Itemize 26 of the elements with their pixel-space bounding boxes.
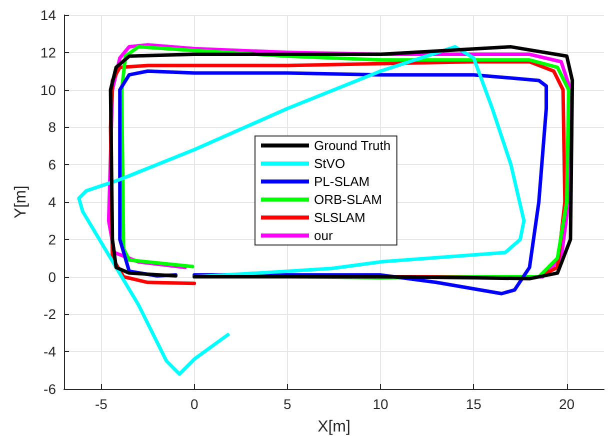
legend-label: SLSLAM bbox=[314, 210, 366, 225]
y-axis-title: Y[m] bbox=[12, 186, 30, 218]
y-tick-label: 2 bbox=[48, 231, 56, 248]
legend-label: our bbox=[314, 228, 334, 243]
legend-label: Ground Truth bbox=[314, 138, 391, 153]
y-tick-label: 0 bbox=[48, 268, 56, 285]
y-tick-label: 8 bbox=[48, 119, 56, 136]
x-tick-label: -5 bbox=[95, 396, 108, 412]
y-tick-label: 12 bbox=[40, 44, 56, 60]
x-tick-label: 0 bbox=[190, 396, 198, 412]
x-tick-label: 15 bbox=[466, 396, 482, 412]
x-tick-label: 5 bbox=[284, 396, 292, 412]
legend-label: StVO bbox=[314, 156, 346, 171]
y-tick-label: 4 bbox=[48, 194, 56, 210]
x-tick-label: 10 bbox=[372, 396, 389, 412]
legend-label: PL-SLAM bbox=[314, 174, 370, 189]
x-tick-label: 20 bbox=[558, 396, 575, 412]
y-tick-label: 14 bbox=[40, 7, 56, 23]
y-tick-label: -4 bbox=[44, 344, 56, 360]
legend-label: ORB-SLAM bbox=[314, 192, 382, 207]
y-tick-label: 6 bbox=[48, 156, 56, 173]
y-tick-label: -6 bbox=[44, 381, 56, 397]
x-axis-title: X[m] bbox=[318, 418, 350, 436]
line-series bbox=[77, 45, 526, 376]
y-tick-label: 10 bbox=[40, 82, 56, 98]
y-tick-label: -2 bbox=[44, 306, 56, 322]
